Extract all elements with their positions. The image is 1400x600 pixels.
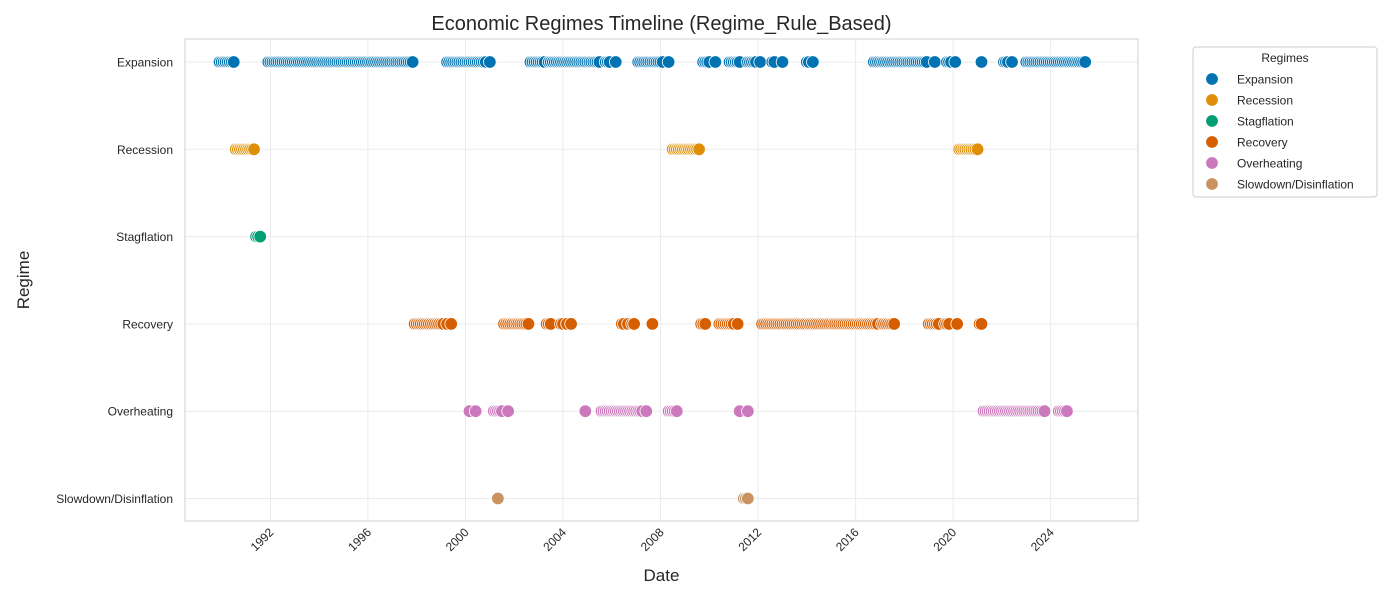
data-point (578, 404, 593, 418)
series-recession (229, 142, 985, 157)
series-expansion (212, 55, 1092, 69)
x-tick-label: 2024 (1028, 525, 1057, 554)
data-point (692, 142, 706, 157)
legend: Regimes Expansion Recession Stagflation Rec… (1192, 46, 1378, 198)
legend-label: Stagflation (1237, 115, 1294, 129)
legend-item: Slowdown/Disinflation (1205, 177, 1354, 192)
legend-label: Slowdown/Disinflation (1237, 178, 1354, 192)
y-axis-title: Regime (14, 251, 33, 310)
data-point (1078, 55, 1092, 69)
legend-label: Expansion (1237, 73, 1293, 87)
data-point (970, 142, 985, 157)
data-point (661, 55, 676, 69)
x-tick-label: 1996 (345, 525, 374, 554)
data-point (928, 55, 942, 69)
data-point (753, 55, 767, 69)
x-tick-label: 2012 (735, 525, 764, 554)
data-point (1037, 404, 1052, 418)
data-point (708, 55, 723, 69)
x-tick-label: 2020 (930, 525, 959, 554)
y-tick-label: Recovery (122, 317, 173, 331)
legend-item: Recession (1205, 93, 1293, 108)
marks-layer (212, 55, 1092, 506)
data-point (483, 55, 497, 69)
x-tick-label: 2016 (833, 525, 862, 554)
data-point (491, 491, 505, 506)
y-axis: Expansion Recession Stagflation Recovery Ove… (56, 56, 173, 507)
x-tick-label: 1992 (248, 525, 277, 554)
legend-box (1192, 46, 1378, 198)
y-tick-label: Slowdown/Disinflation (56, 492, 173, 506)
y-tick-label: Expansion (117, 56, 173, 70)
x-tick-label: 2004 (540, 525, 569, 554)
y-tick-label: Stagflation (116, 230, 173, 244)
series-recovery (407, 317, 989, 331)
legend-title: Regimes (1261, 51, 1308, 65)
data-point (887, 317, 901, 331)
data-point (521, 317, 536, 331)
data-point (564, 317, 578, 331)
legend-item: Expansion (1205, 72, 1293, 87)
grid-layer (185, 39, 1138, 521)
data-point (948, 55, 962, 69)
chart-title: Economic Regimes Timeline (Regime_Rule_B… (431, 13, 891, 35)
series-overheating (462, 404, 1074, 418)
data-point (698, 317, 712, 331)
data-point (253, 229, 267, 244)
data-point (741, 404, 755, 418)
data-point (741, 491, 755, 506)
series-stagflation (249, 229, 267, 244)
data-point (974, 317, 989, 331)
x-axis: 1992 1996 2000 2004 2008 2012 2016 2020 2024 (248, 525, 1057, 554)
x-axis-title: Date (644, 566, 680, 585)
data-point (444, 317, 458, 331)
data-point (227, 55, 241, 69)
legend-marker (1205, 72, 1219, 86)
data-point (730, 317, 745, 331)
data-point (775, 55, 790, 69)
legend-label: Overheating (1237, 157, 1302, 171)
data-point (670, 404, 684, 418)
legend-label: Recovery (1237, 136, 1288, 150)
series-slowdown-disinflation (491, 491, 755, 506)
x-tick-label: 2000 (443, 525, 472, 554)
data-point (806, 55, 820, 69)
legend-marker (1205, 156, 1219, 170)
legend-label: Recession (1237, 94, 1293, 108)
data-point (247, 142, 261, 157)
data-point (1060, 404, 1074, 418)
data-point (501, 404, 515, 418)
data-point (405, 55, 420, 69)
legend-marker (1205, 177, 1219, 191)
legend-item: Stagflation (1205, 114, 1294, 129)
plot-frame (184, 38, 1139, 522)
data-point (627, 317, 641, 331)
data-point (1005, 55, 1019, 69)
y-tick-label: Recession (117, 143, 173, 157)
y-tick-label: Overheating (108, 405, 173, 419)
legend-marker (1205, 135, 1219, 149)
legend-item: Recovery (1205, 135, 1288, 150)
legend-marker (1205, 114, 1219, 128)
x-tick-label: 2008 (638, 525, 667, 554)
data-point (645, 317, 660, 331)
data-point (639, 404, 653, 418)
data-point (609, 55, 623, 69)
legend-item: Overheating (1205, 156, 1302, 171)
data-point (950, 317, 964, 331)
data-point (974, 55, 989, 69)
data-point (468, 404, 483, 418)
legend-marker (1205, 93, 1219, 107)
